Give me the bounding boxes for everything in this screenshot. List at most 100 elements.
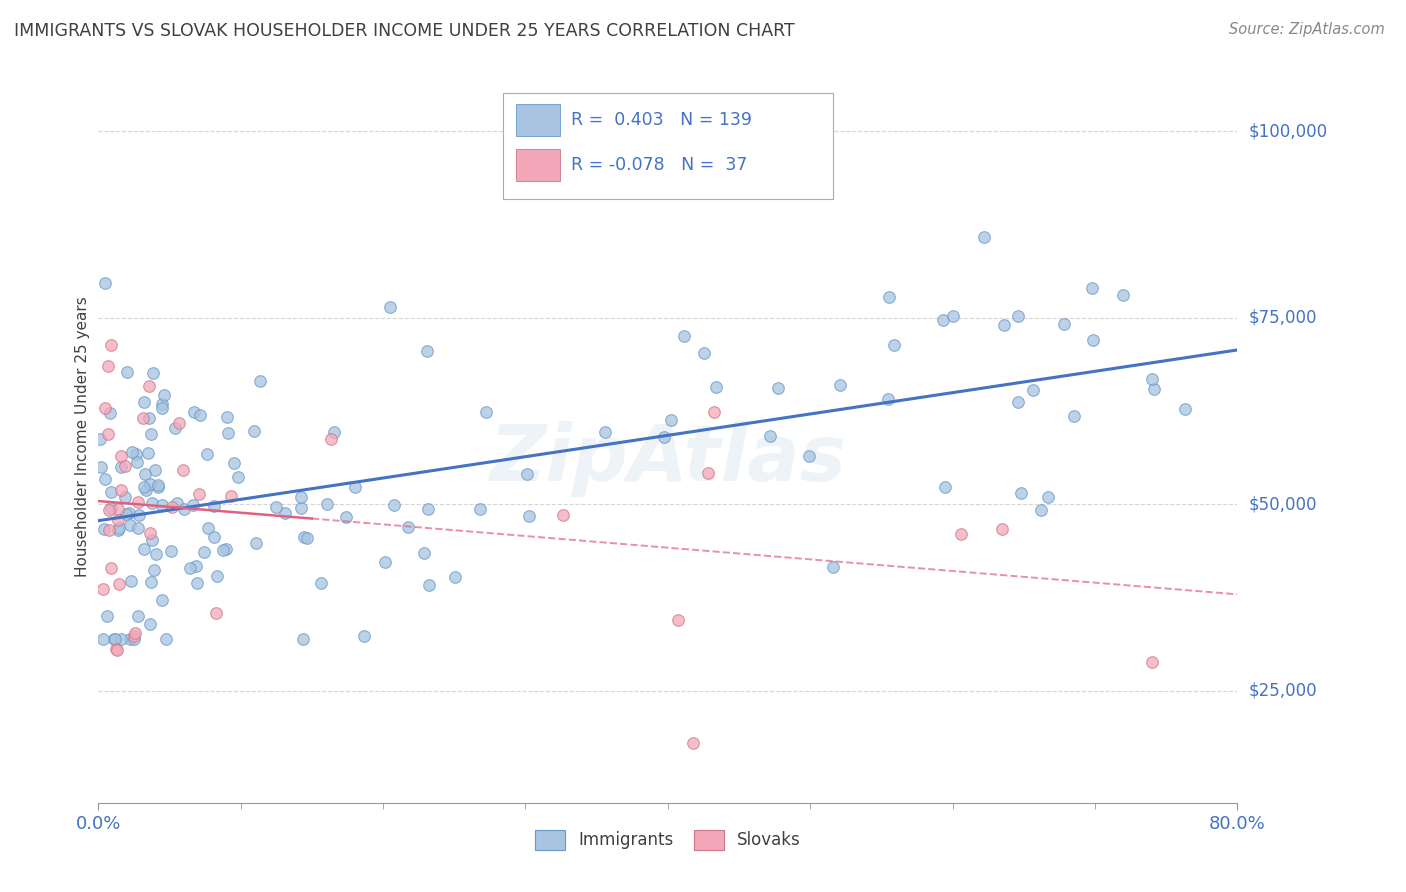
Point	[94, 472, 117, 486]
Point	[97, 503, 120, 517]
Point	[666, 613, 689, 627]
Point	[932, 313, 955, 327]
Point	[138, 378, 160, 392]
Point	[697, 466, 720, 480]
Point	[91, 632, 114, 646]
Point	[1022, 383, 1045, 397]
Point	[877, 290, 900, 304]
Point	[188, 409, 211, 423]
Point	[1142, 656, 1164, 670]
Point	[245, 536, 267, 550]
FancyBboxPatch shape	[503, 94, 832, 200]
Point	[97, 359, 120, 374]
Point	[118, 518, 141, 533]
Point	[703, 405, 725, 419]
FancyBboxPatch shape	[516, 149, 560, 181]
Point	[118, 506, 141, 520]
Point	[160, 500, 183, 515]
Point	[150, 593, 173, 607]
Point	[219, 489, 242, 503]
Point	[96, 609, 118, 624]
Point	[704, 380, 727, 394]
Point	[132, 395, 155, 409]
Point	[90, 459, 112, 474]
Point	[136, 446, 159, 460]
Point	[100, 500, 122, 515]
Point	[141, 533, 163, 547]
Point	[934, 480, 956, 494]
Point	[160, 544, 183, 558]
Point	[107, 524, 129, 538]
Point	[1052, 317, 1074, 331]
Point	[973, 230, 995, 244]
Point	[181, 498, 204, 512]
Point	[184, 559, 207, 574]
Point	[139, 477, 162, 491]
Point	[1112, 288, 1135, 302]
Point	[474, 405, 496, 419]
Legend: Immigrants, Slovaks: Immigrants, Slovaks	[529, 823, 807, 856]
Point	[103, 632, 125, 646]
Point	[132, 411, 155, 425]
Point	[108, 577, 131, 591]
Point	[949, 526, 972, 541]
Point	[127, 494, 149, 508]
Point	[215, 541, 238, 556]
Point	[993, 318, 1015, 332]
Point	[142, 563, 165, 577]
Point	[114, 458, 136, 473]
Point	[1007, 310, 1029, 324]
Point	[110, 460, 132, 475]
Point	[335, 510, 357, 524]
Point	[105, 641, 128, 656]
Point	[652, 429, 675, 443]
Point	[396, 520, 419, 534]
Point	[146, 478, 169, 492]
Point	[93, 522, 115, 536]
Point	[202, 530, 225, 544]
Point	[100, 406, 122, 420]
Point	[139, 617, 162, 632]
Point	[374, 555, 396, 569]
Point	[105, 642, 128, 657]
Point	[205, 607, 228, 621]
Point	[323, 425, 346, 439]
Point	[167, 416, 190, 430]
Point	[682, 736, 704, 750]
Point	[104, 632, 127, 646]
Point	[146, 480, 169, 494]
Text: $75,000: $75,000	[1249, 309, 1317, 326]
Point	[122, 629, 145, 643]
Point	[311, 575, 333, 590]
Point	[1036, 490, 1059, 504]
Point	[107, 502, 129, 516]
Point	[1140, 372, 1163, 386]
Y-axis label: Householder Income Under 25 years: Householder Income Under 25 years	[75, 297, 90, 577]
Point	[108, 521, 131, 535]
Point	[97, 426, 120, 441]
Point	[877, 392, 900, 407]
Point	[98, 523, 121, 537]
Point	[115, 507, 138, 521]
Point	[121, 444, 143, 458]
Point	[990, 523, 1012, 537]
Point	[290, 500, 312, 515]
Point	[89, 432, 111, 446]
Point	[150, 401, 173, 415]
Point	[139, 526, 162, 541]
Point	[205, 569, 228, 583]
Point	[297, 532, 319, 546]
Point	[343, 480, 366, 494]
Point	[110, 450, 132, 464]
Point	[138, 410, 160, 425]
Point	[290, 490, 312, 504]
Point	[444, 569, 467, 583]
Point	[659, 413, 682, 427]
Point	[593, 425, 616, 440]
Point	[378, 300, 401, 314]
Point	[274, 506, 297, 520]
Text: R =  0.403   N = 139: R = 0.403 N = 139	[571, 111, 752, 128]
Point	[1029, 503, 1052, 517]
Point	[243, 425, 266, 439]
Text: $25,000: $25,000	[1249, 681, 1317, 700]
